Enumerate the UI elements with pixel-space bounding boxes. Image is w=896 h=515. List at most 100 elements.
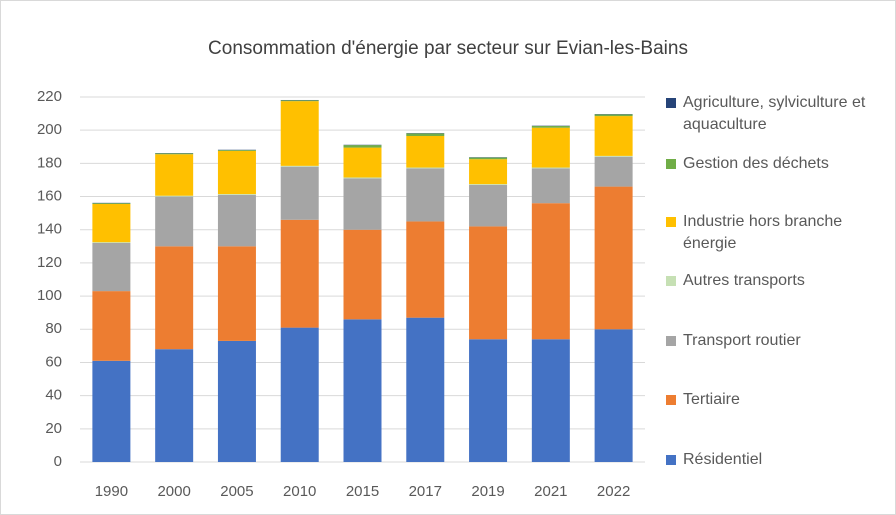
legend-label: Autres transports: [683, 272, 805, 289]
bar-segment: [531, 127, 570, 168]
bar-segment: [406, 167, 445, 169]
y-tick-label: 40: [45, 387, 62, 404]
bar-segment: [217, 150, 256, 151]
legend-swatch: [666, 276, 676, 286]
y-tick-label: 140: [37, 221, 62, 238]
x-tick-label: 2010: [283, 483, 316, 500]
legend-item: Transport routier: [666, 330, 891, 352]
bar-segment: [343, 177, 382, 179]
bar-segment: [531, 168, 570, 204]
bar-segment: [343, 147, 382, 178]
bar-segment: [531, 203, 570, 340]
bar-segment: [280, 100, 319, 102]
bar-segment: [155, 246, 194, 350]
y-tick-label: 0: [54, 453, 62, 470]
bar-segment: [469, 157, 508, 160]
y-tick-label: 80: [45, 320, 62, 337]
bar-segment: [406, 168, 445, 222]
legend-label: Industrie hors branche énergie: [683, 213, 843, 252]
bar-segment: [280, 327, 319, 462]
legend-label: Gestion des déchets: [683, 155, 829, 172]
bar-segment: [594, 114, 633, 117]
bar-segment: [92, 203, 131, 205]
y-tick-label: 120: [37, 254, 62, 271]
x-tick-label: 1990: [95, 483, 128, 500]
legend-swatch: [666, 336, 676, 346]
x-tick-label: 2015: [346, 483, 379, 500]
bar-segment: [594, 186, 633, 330]
y-tick-label: 160: [37, 188, 62, 205]
bar-segment: [217, 194, 256, 195]
x-tick-label: 2000: [157, 483, 190, 500]
bar-segment: [92, 360, 131, 462]
bar-segment: [343, 229, 382, 320]
legend-item: Résidentiel: [666, 449, 891, 471]
bar-segment: [280, 166, 319, 220]
legend-item: Gestion des déchets: [666, 153, 891, 175]
bar-segment: [469, 226, 508, 340]
x-tick-label: 2022: [597, 483, 630, 500]
bar-segment: [531, 339, 570, 462]
x-tick-label: 2017: [409, 483, 442, 500]
bar-segment: [155, 196, 194, 247]
bar-segment: [343, 178, 382, 230]
y-tick-label: 200: [37, 121, 62, 138]
bar-segment: [594, 116, 633, 156]
y-tick-label: 60: [45, 353, 62, 370]
bar-segment: [406, 317, 445, 462]
bar-segment: [155, 195, 194, 197]
bar-segment: [469, 184, 508, 185]
x-tick-label: 2005: [220, 483, 253, 500]
legend-swatch: [666, 98, 676, 108]
bar-segment: [594, 155, 633, 157]
bar-segment: [92, 243, 131, 292]
bar-segment: [406, 221, 445, 318]
y-tick-label: 100: [37, 287, 62, 304]
legend-label: Résidentiel: [683, 451, 763, 468]
bar-segment: [155, 154, 194, 196]
bar-segment: [217, 340, 256, 462]
x-tick-label: 2019: [471, 483, 504, 500]
bar-segment: [594, 329, 633, 462]
bar-segment: [280, 165, 319, 167]
bar-segment: [531, 167, 570, 169]
legend-swatch: [666, 395, 676, 405]
legend-label: Tertiaire: [683, 391, 740, 408]
chart-title: Consommation d'énergie par secteur sur E…: [208, 38, 688, 59]
bar-segment: [217, 194, 256, 247]
bar-segment: [469, 184, 508, 227]
y-tick-label: 220: [37, 88, 62, 105]
bar-segment: [469, 159, 508, 185]
bar-segment: [469, 339, 508, 462]
legend-swatch: [666, 159, 676, 169]
legend-label: Agriculture, sylviculture et aquaculture: [683, 94, 866, 133]
legend-item: Autres transports: [666, 270, 891, 292]
bar-segment: [406, 135, 445, 168]
legend-item: Tertiaire: [666, 389, 891, 411]
x-tick-label: 2021: [534, 483, 567, 500]
bar-segment: [92, 291, 131, 361]
legend-item: Agriculture, sylviculture et aquaculture: [666, 92, 891, 136]
bar-segment: [280, 101, 319, 166]
legend-label: Transport routier: [683, 332, 801, 349]
y-tick-label: 20: [45, 420, 62, 437]
bar-segment: [155, 153, 194, 155]
legend-item: Industrie hors branche énergie: [666, 211, 891, 255]
bar-segment: [406, 133, 445, 136]
bar-segment: [92, 204, 131, 243]
bar-segment: [217, 150, 256, 195]
bar-segment: [217, 246, 256, 341]
bar-segment: [531, 126, 570, 128]
bar-segment: [343, 319, 382, 462]
bar-segment: [594, 156, 633, 187]
bar-segment: [343, 145, 382, 148]
legend-swatch: [666, 455, 676, 465]
bar-segment: [280, 219, 319, 328]
bar-segment: [92, 242, 131, 243]
bar-segment: [155, 349, 194, 462]
legend-swatch: [666, 217, 676, 227]
y-tick-label: 180: [37, 154, 62, 171]
